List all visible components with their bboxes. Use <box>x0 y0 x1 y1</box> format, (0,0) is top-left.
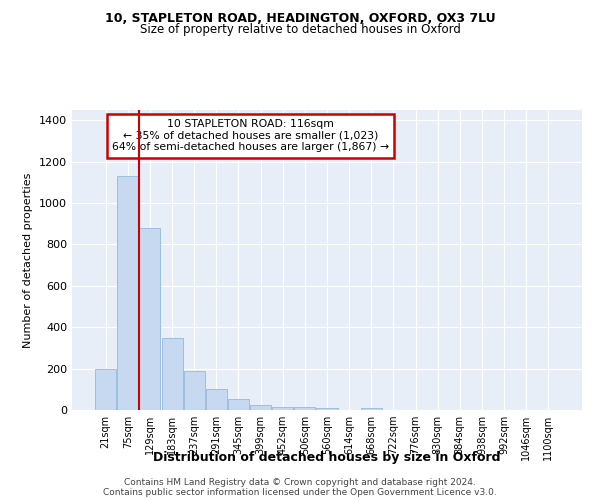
Bar <box>139 228 160 410</box>
Bar <box>206 390 227 410</box>
Bar <box>250 406 271 410</box>
Bar <box>95 368 116 410</box>
Text: Distribution of detached houses by size in Oxford: Distribution of detached houses by size … <box>153 451 501 464</box>
Bar <box>272 407 293 410</box>
Bar <box>118 176 139 410</box>
Text: 10, STAPLETON ROAD, HEADINGTON, OXFORD, OX3 7LU: 10, STAPLETON ROAD, HEADINGTON, OXFORD, … <box>104 12 496 26</box>
Text: Contains public sector information licensed under the Open Government Licence v3: Contains public sector information licen… <box>103 488 497 497</box>
Text: Contains HM Land Registry data © Crown copyright and database right 2024.: Contains HM Land Registry data © Crown c… <box>124 478 476 487</box>
Bar <box>361 408 382 410</box>
Bar <box>228 398 249 410</box>
Text: Size of property relative to detached houses in Oxford: Size of property relative to detached ho… <box>140 22 460 36</box>
Bar <box>184 370 205 410</box>
Bar <box>295 407 316 410</box>
Text: 10 STAPLETON ROAD: 116sqm
← 35% of detached houses are smaller (1,023)
64% of se: 10 STAPLETON ROAD: 116sqm ← 35% of detac… <box>112 119 389 152</box>
Bar <box>161 338 182 410</box>
Y-axis label: Number of detached properties: Number of detached properties <box>23 172 34 348</box>
Bar <box>316 408 338 410</box>
